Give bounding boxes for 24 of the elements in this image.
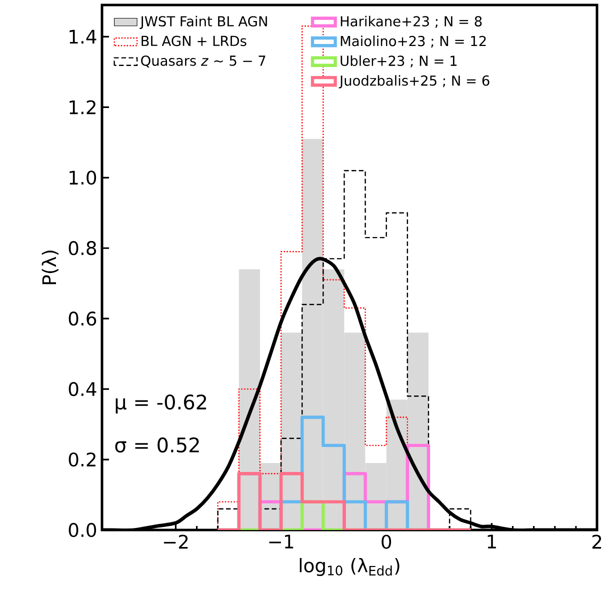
y-tick-label: 1.0 — [70, 170, 96, 185]
annotation: σ = 0.52 — [115, 437, 199, 453]
legend-label: BL AGN + LRDs — [142, 36, 246, 46]
legend-label: Maiolino+23 ; N = 12 — [340, 36, 486, 48]
x-tick-label: 1 — [488, 534, 496, 548]
x-tick-label: 2 — [592, 534, 602, 549]
y-tick-label: 1.4 — [70, 30, 96, 44]
legend-label: Harikane+23 ; N = 8 — [340, 16, 482, 28]
y-axis-title: P(λ) — [42, 250, 58, 284]
y-tick-label: 0.0 — [68, 522, 96, 538]
legend-label: Juodzbalis+25 ; N = 6 — [338, 75, 490, 88]
y-tick-label: 0.2 — [68, 452, 96, 467]
legend-label: Ubler+23 ; N = 1 — [340, 55, 457, 68]
y-tick-label: 1.2 — [70, 100, 96, 114]
x-tick-label: 0 — [382, 534, 392, 549]
y-tick-label: 0.8 — [68, 241, 96, 256]
x-tick-label: −1 — [269, 534, 294, 548]
y-tick-label: 0.4 — [68, 382, 96, 396]
annotation: μ = -0.62 — [116, 394, 206, 414]
y-tick-label: 0.6 — [68, 312, 96, 326]
legend-label: Quasars z ~ 5 − 7 — [141, 55, 266, 68]
x-axis-title: log$_{10}$ (λ$_{Edd}$) — [300, 558, 400, 576]
x-tick-label: −2 — [164, 534, 188, 549]
legend-label: JWST Faint BL AGN — [140, 16, 267, 30]
